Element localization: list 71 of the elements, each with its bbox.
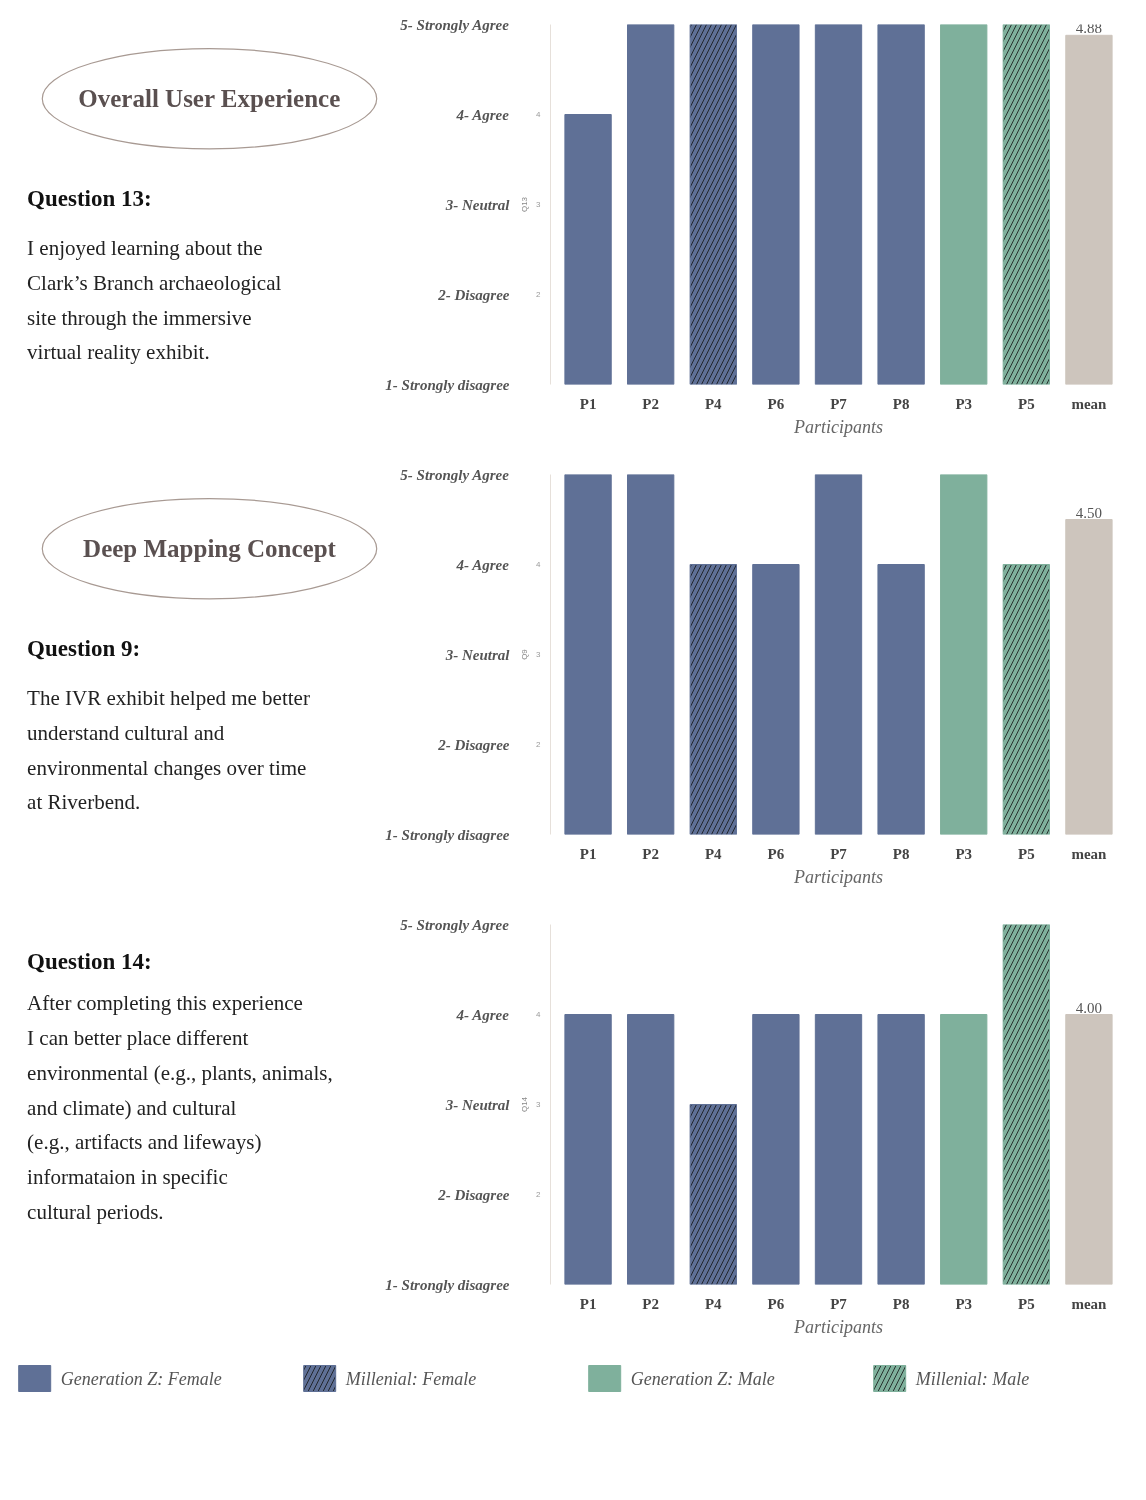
y-tick-label: 2- Disagree <box>437 1186 510 1203</box>
x-tick-label: P7 <box>830 845 848 862</box>
y2-tick-label: 3 <box>536 650 542 659</box>
text: Question 13: <box>27 186 152 212</box>
x-tick-label: P5 <box>1017 845 1035 862</box>
data-label: 4.00 <box>1075 999 1103 1016</box>
x-tick-label: P5 <box>1017 395 1035 412</box>
text: Question 14: <box>27 949 152 975</box>
x-tick-label: P8 <box>892 845 910 862</box>
y2-axis-title: Q13 <box>520 196 530 213</box>
x-tick-label: P1 <box>579 1295 597 1312</box>
x-tick-label: P3 <box>955 845 973 862</box>
text: The IVR exhibit helped me better understand cultural and environmental changes over time at Riverbend. <box>27 685 310 815</box>
text: After completing this experience I can better place different environmental (e.g., plants, animals, and climate) and cultural (e.g., artifacts and lifeways) informataion in specific cultural periods. <box>27 991 333 1225</box>
legend-label: Millenial: Female <box>344 1368 477 1389</box>
y2-tick-label: 2 <box>536 1190 542 1199</box>
x-tick-label: P3 <box>955 1295 973 1312</box>
y-tick-label: 3- Neutral <box>444 1096 511 1113</box>
y-tick-label: 1- Strongly disagree <box>385 1276 510 1293</box>
legend-label: Generation Z: Male <box>630 1368 775 1389</box>
y-tick-label: 3- Neutral <box>444 646 511 663</box>
y2-tick-label: 4 <box>536 110 542 119</box>
x-axis-title: Participants <box>793 866 883 887</box>
y-tick-label: 4- Agree <box>455 106 510 123</box>
y-tick-label: 5- Strongly Agree <box>400 916 510 933</box>
text: Question 9: <box>27 636 141 662</box>
y2-tick-label: 4 <box>536 1010 542 1019</box>
y-tick-label: 4- Agree <box>455 556 510 573</box>
x-tick-label: P6 <box>767 845 785 862</box>
y2-tick-label: 4 <box>536 560 542 569</box>
x-tick-label: P1 <box>579 395 597 412</box>
y2-tick-label: 3 <box>536 1100 542 1109</box>
x-tick-label: P5 <box>1017 1295 1035 1312</box>
y2-tick-label: 3 <box>536 200 542 209</box>
y2-axis-title: Q9 <box>520 648 530 660</box>
x-tick-label: P4 <box>704 395 723 412</box>
y-tick-label: 4- Agree <box>455 1006 510 1023</box>
y-tick-label: 2- Disagree <box>437 286 510 303</box>
y-tick-label: 1- Strongly disagree <box>385 376 510 393</box>
x-tick-label: P8 <box>892 1295 910 1312</box>
legend-label: Generation Z: Female <box>60 1368 222 1389</box>
x-tick-label: P3 <box>955 395 973 412</box>
y-tick-label: 1- Strongly disagree <box>385 826 510 843</box>
legend-label: Millenial: Male <box>914 1368 1030 1389</box>
x-tick-label: mean <box>1071 395 1108 412</box>
text: I enjoyed learning about the Clark’s Branch archaeological site through the immersive virtual reality exhibit. <box>27 235 282 365</box>
y2-axis-title: Q14 <box>520 1096 530 1113</box>
y-tick-label: 2- Disagree <box>437 736 510 753</box>
x-tick-label: P7 <box>830 1295 848 1312</box>
x-tick-label: P2 <box>642 1295 660 1312</box>
x-axis-title: Participants <box>793 1316 883 1337</box>
x-tick-label: mean <box>1071 845 1108 862</box>
x-tick-label: P6 <box>767 1295 785 1312</box>
x-tick-label: P8 <box>892 395 910 412</box>
y2-tick-label: 2 <box>536 290 542 299</box>
x-axis-title: Participants <box>793 416 883 437</box>
x-tick-label: P4 <box>704 845 723 862</box>
text: Overall User Experience <box>78 85 341 113</box>
y-tick-label: 5- Strongly Agree <box>400 16 510 33</box>
y2-tick-label: 2 <box>536 740 542 749</box>
data-label: 4.50 <box>1075 504 1103 521</box>
x-tick-label: P6 <box>767 395 785 412</box>
x-tick-label: mean <box>1071 1295 1108 1312</box>
x-tick-label: P7 <box>830 395 848 412</box>
x-tick-label: P1 <box>579 845 597 862</box>
x-tick-label: P4 <box>704 1295 723 1312</box>
y-tick-label: 5- Strongly Agree <box>400 466 510 483</box>
text: Deep Mapping Concept <box>83 535 337 563</box>
x-tick-label: P2 <box>642 395 660 412</box>
x-tick-label: P2 <box>642 845 660 862</box>
y-tick-label: 3- Neutral <box>444 196 511 213</box>
